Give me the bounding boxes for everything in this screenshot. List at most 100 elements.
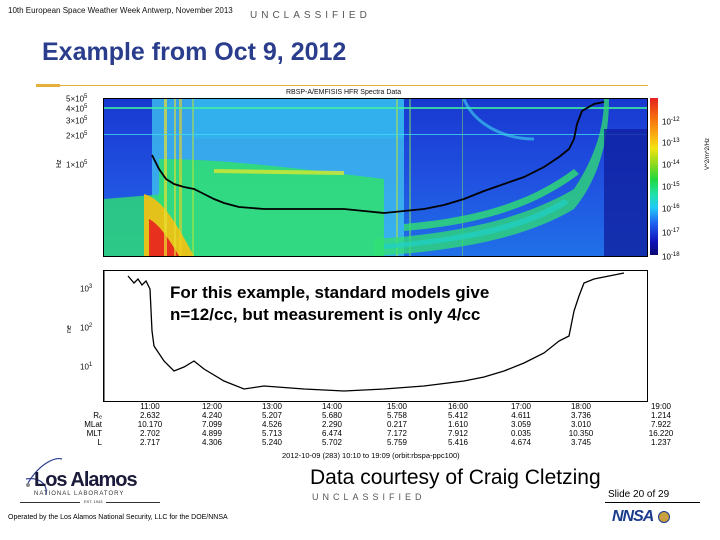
footer-operator: Operated by the Los Alamos National Secu…: [8, 514, 228, 521]
cell: 3.736: [570, 411, 592, 420]
cell: 2.290: [321, 420, 343, 429]
time-tick: 14:00: [321, 402, 343, 411]
title-divider-accent: [36, 84, 60, 87]
dens-ylabel: ne: [66, 325, 73, 333]
time-tick: 16:00: [447, 402, 469, 411]
annotation-text: For this example, standard models give n…: [170, 282, 489, 326]
nnsa-seal-icon: [657, 510, 670, 523]
table-row: Rₑ 2.632 4.240 5.207 5.680 5.758 5.412 4…: [40, 411, 700, 421]
cell: 5.240: [261, 438, 283, 447]
row-label: MLat: [84, 420, 102, 429]
nnsa-text: NNSA: [612, 508, 654, 525]
time-tick: 17:00: [510, 402, 532, 411]
spectrogram-image: [104, 99, 647, 256]
cell: 5.207: [261, 411, 283, 420]
cell: 7.922: [650, 420, 672, 429]
colorbar-label: V^2/m^2/Hz: [705, 138, 711, 170]
lanl-est: EST. 1943: [80, 499, 107, 504]
data-courtesy: Data courtesy of Craig Cletzing: [310, 466, 601, 489]
spec-ytick-2e5: 2×105: [66, 131, 88, 141]
cell: 5.412: [447, 411, 469, 420]
cbar-tick-1e-12: 10-12: [662, 117, 680, 127]
cell: 3.745: [570, 438, 592, 447]
cell: 5.416: [447, 438, 469, 447]
cell: 4.674: [510, 438, 532, 447]
spec-ytick-3e5: 3×105: [66, 116, 88, 126]
annotation-line-2: n=12/cc, but measurement is only 4/cc: [170, 305, 481, 324]
classification-top: UNCLASSIFIED: [250, 10, 371, 21]
cbar-tick-1e-15: 10-15: [662, 182, 680, 192]
nnsa-logo: NNSA: [612, 508, 692, 530]
cell: 7.912: [447, 429, 469, 438]
event-header: 10th European Space Weather Week Antwerp…: [8, 6, 233, 15]
cell: 10.170: [137, 420, 163, 429]
density-trace: [103, 271, 625, 401]
spectrogram-plot: [103, 98, 648, 257]
spec-ylabel: Hz: [56, 159, 63, 168]
lanl-sub: NATIONAL LABORATORY: [34, 491, 125, 497]
spec-ytick-1e5: 1×105: [66, 160, 88, 170]
cell: 1.610: [447, 420, 469, 429]
cell: 4.526: [261, 420, 283, 429]
dens-ytick-1e2: 102: [80, 323, 93, 333]
colorbar: [650, 98, 658, 255]
title-divider: [36, 85, 648, 86]
cell: 6.474: [321, 429, 343, 438]
time-tick: 12:00: [201, 402, 223, 411]
cell: 3.010: [570, 420, 592, 429]
dens-ytick-1e1: 101: [80, 362, 93, 372]
cell: 5.758: [386, 411, 408, 420]
time-row: 11:00 12:00 13:00 14:00 15:00 16:00 17:0…: [40, 402, 700, 412]
cell: 4.306: [201, 438, 223, 447]
cell: 16.220: [648, 429, 674, 438]
cell: 0.217: [386, 420, 408, 429]
row-label: L: [97, 438, 102, 447]
time-tick: 15:00: [386, 402, 408, 411]
density-plot: [103, 270, 648, 402]
lanl-logo: Los Alamos NATIONAL LABORATORY EST. 1943: [20, 455, 160, 513]
row-label: Rₑ: [93, 411, 102, 420]
cell: 5.702: [321, 438, 343, 447]
cell: 4.899: [201, 429, 223, 438]
table-row: MLat 10.170 7.099 4.526 2.290 0.217 1.61…: [40, 420, 700, 430]
row-label: MLT: [86, 429, 102, 438]
cell: 2.717: [139, 438, 161, 447]
cell: 1.214: [650, 411, 672, 420]
cbar-tick-1e-16: 10-16: [662, 204, 680, 214]
time-tick: 19:00: [650, 402, 672, 411]
cell: 2.632: [139, 411, 161, 420]
spectrogram-title: RBSP-A/EMFISIS HFR Spectra Data: [286, 89, 402, 96]
cell: 5.713: [261, 429, 283, 438]
time-tick: 18:00: [570, 402, 592, 411]
cell: 0.035: [510, 429, 532, 438]
lanl-name: Los Alamos: [34, 469, 138, 491]
cbar-tick-1e-13: 10-13: [662, 138, 680, 148]
cell: 10.350: [568, 429, 594, 438]
cbar-tick-1e-17: 10-17: [662, 228, 680, 238]
time-tick: 13:00: [261, 402, 283, 411]
cell: 3.059: [510, 420, 532, 429]
cell: 2.702: [139, 429, 161, 438]
annotation-line-1: For this example, standard models give: [170, 283, 490, 302]
cbar-tick-1e-18: 10-18: [662, 252, 680, 262]
cell: 5.759: [386, 438, 408, 447]
slide-number: Slide 20 of 29: [608, 489, 670, 500]
cell: 4.611: [511, 411, 531, 420]
orbit-info: 2012-10-09 (283) 10:10 to 19:09 (orbit:r…: [282, 451, 460, 460]
atom-icon: [25, 458, 63, 496]
cell: 4.240: [201, 411, 223, 420]
slide-number-rule: [605, 502, 700, 503]
spec-ytick-5e5: 5×105: [66, 94, 88, 104]
dens-ytick-1e3: 103: [80, 284, 93, 294]
table-row: L 2.717 4.306 5.240 5.702 5.759 5.416 4.…: [40, 438, 700, 448]
cell: 7.099: [201, 420, 223, 429]
cell: 5.680: [321, 411, 343, 420]
cell: 7.172: [386, 429, 408, 438]
cbar-tick-1e-14: 10-14: [662, 160, 680, 170]
cell: 1.237: [650, 438, 672, 447]
time-tick: 11:00: [140, 402, 160, 411]
spec-ytick-4e5: 4×105: [66, 104, 88, 114]
classification-bottom: UNCLASSIFIED: [312, 492, 426, 502]
table-row: MLT 2.702 4.899 5.713 6.474 7.172 7.912 …: [40, 429, 700, 439]
slide-title: Example from Oct 9, 2012: [42, 38, 347, 66]
